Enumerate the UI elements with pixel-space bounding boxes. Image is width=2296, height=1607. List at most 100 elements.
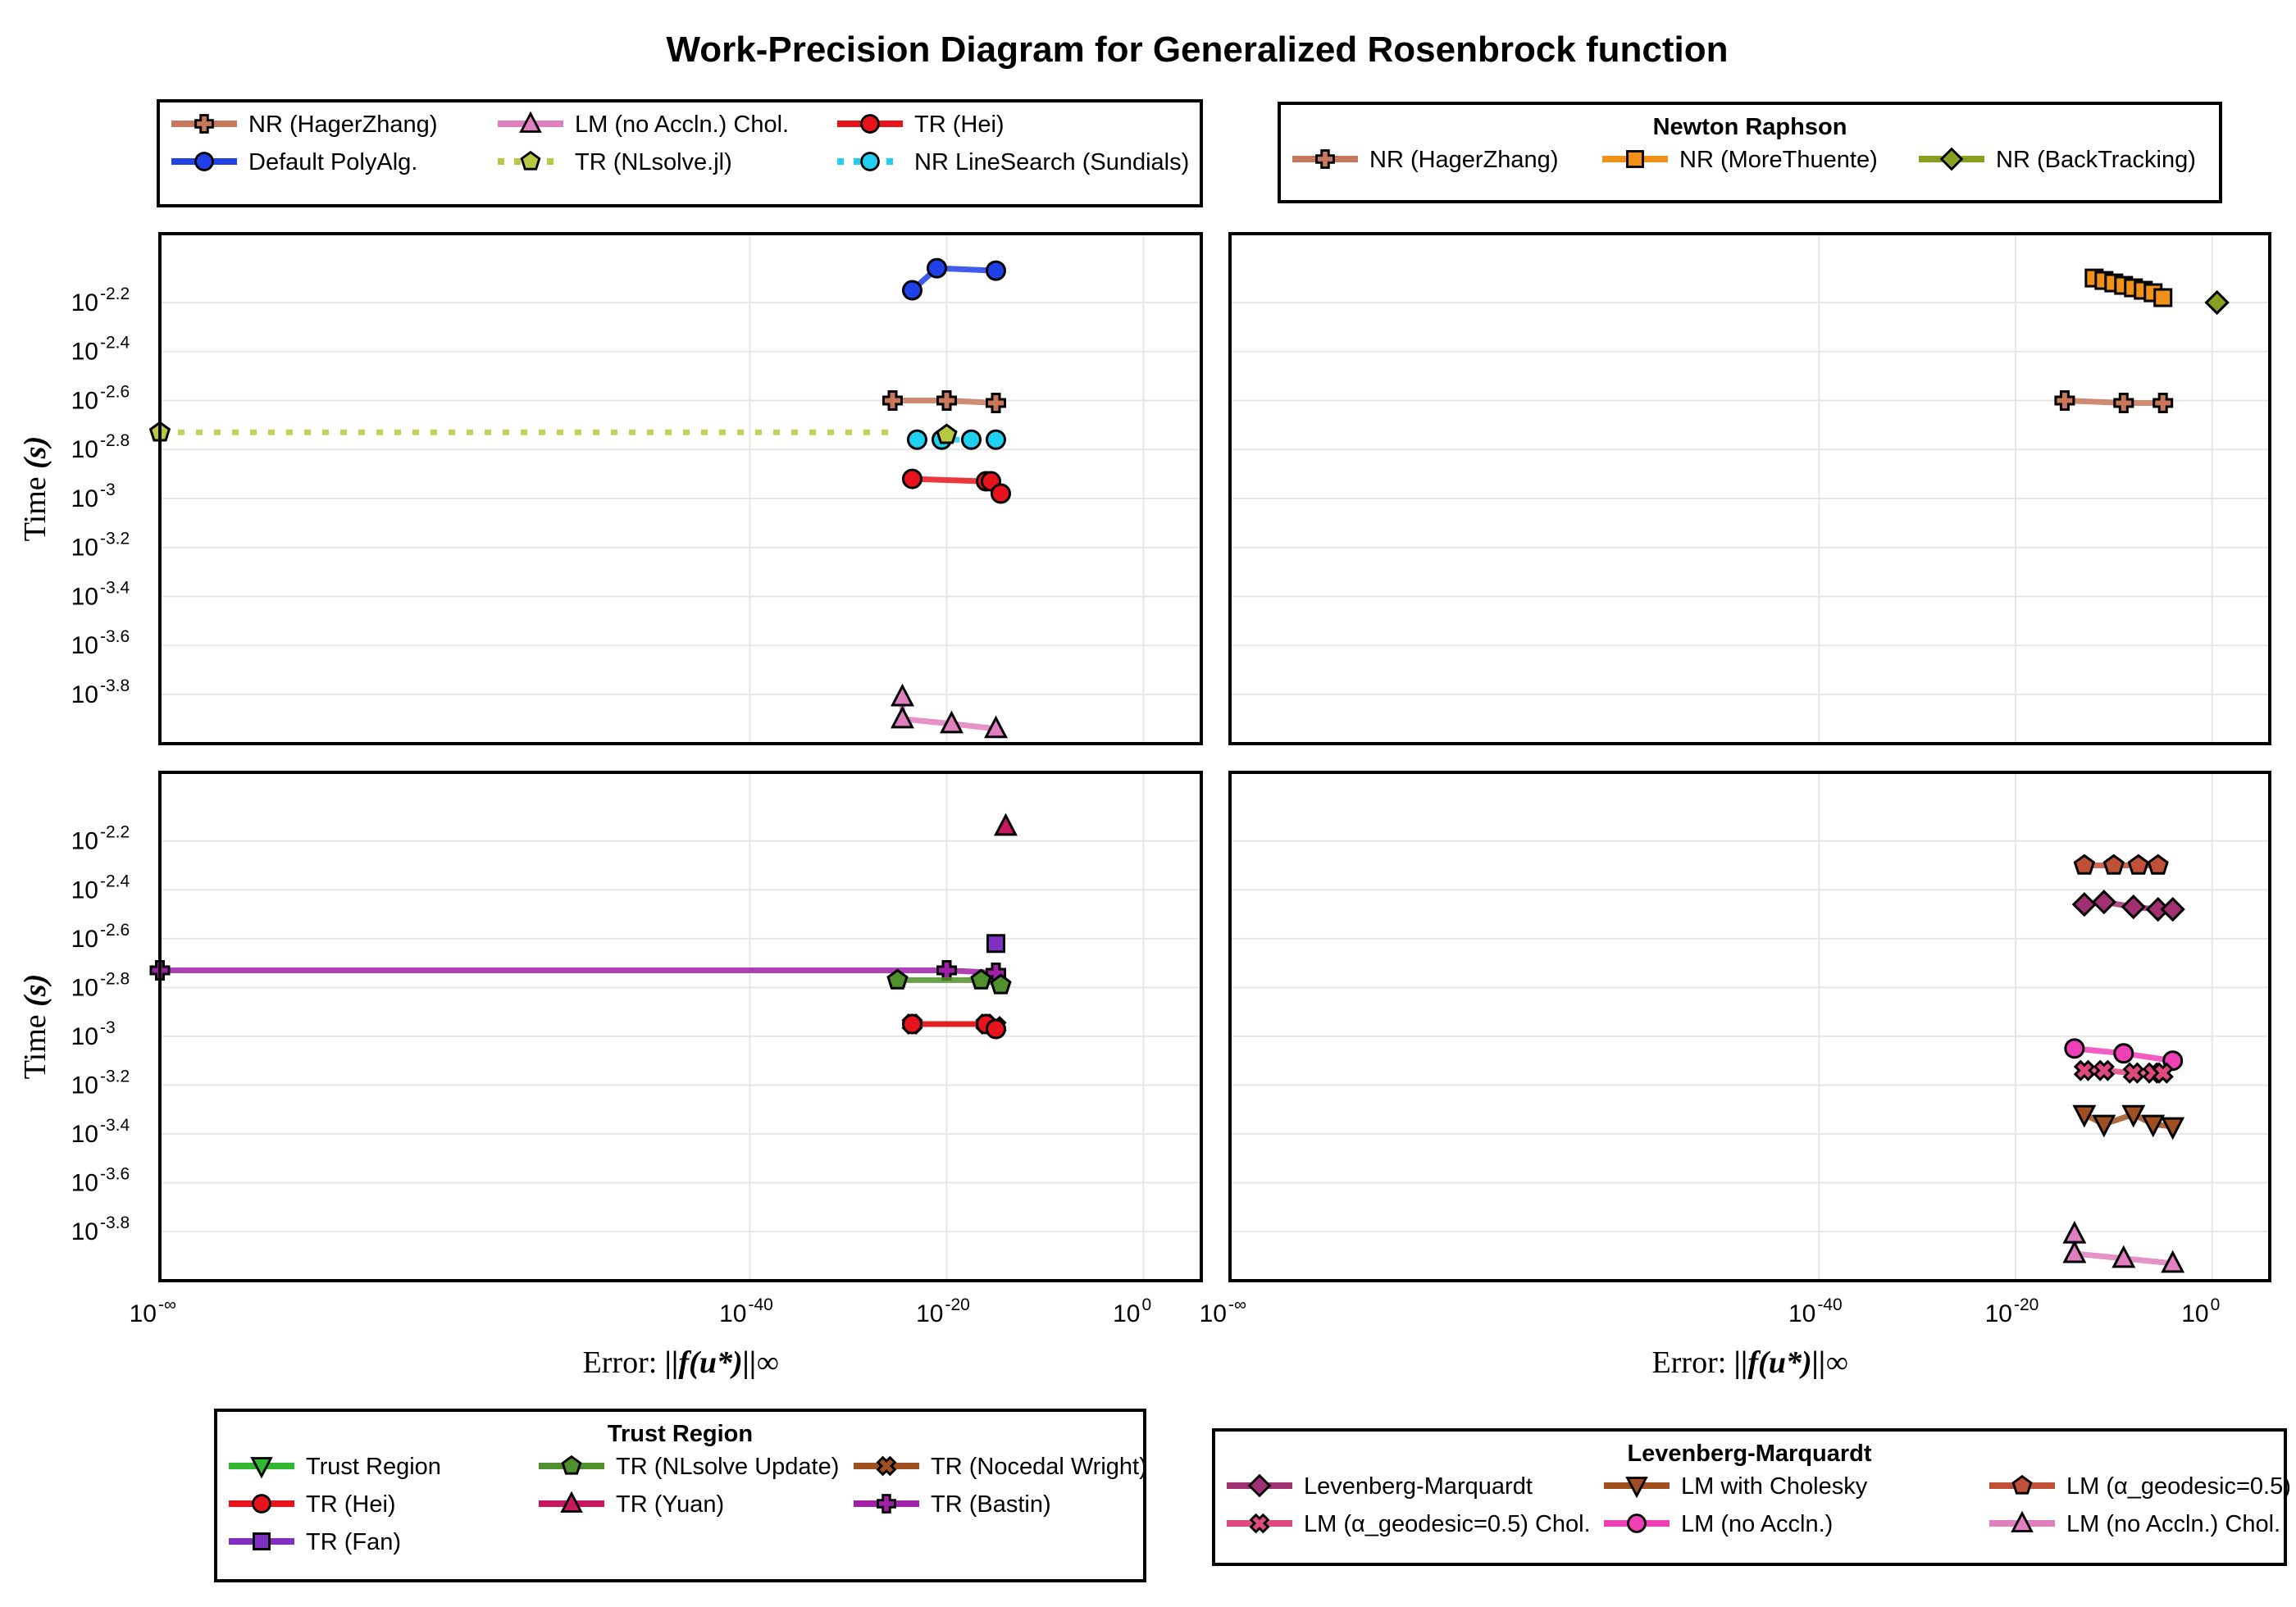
y-tick-exponent: -2.4 bbox=[100, 872, 130, 890]
series-nr-morethuente bbox=[2084, 268, 2173, 307]
series-lm-no-accln-chol bbox=[2062, 1220, 2185, 1273]
legend-entry-levenberg-marquardt: Levenberg-Marquardt bbox=[1227, 1473, 1533, 1500]
legend-marker bbox=[2011, 1474, 2033, 1495]
legend-marker bbox=[877, 1494, 896, 1514]
data-point bbox=[926, 257, 947, 279]
legend-label: NR (BackTracking) bbox=[1996, 147, 2196, 173]
data-point bbox=[901, 1013, 922, 1035]
data-point bbox=[2121, 894, 2146, 920]
legend-frame bbox=[214, 1409, 1146, 1582]
x-tick-label: 10 bbox=[1200, 1300, 1227, 1327]
data-point bbox=[2152, 1062, 2174, 1084]
data-point bbox=[990, 973, 1012, 995]
data-point bbox=[2152, 393, 2174, 413]
y-tick-exponent: -2.2 bbox=[100, 823, 130, 842]
y-tick-exponent: -2.4 bbox=[100, 334, 130, 353]
data-point bbox=[2062, 1220, 2087, 1244]
series-lm-geodesic-0-5-chol bbox=[2073, 1059, 2174, 1084]
series-line bbox=[160, 967, 996, 976]
y-tick-label: 10 bbox=[71, 876, 98, 904]
legend-marker bbox=[1315, 149, 1335, 169]
legend-label: LM (no Accln.) Chol. bbox=[2066, 1511, 2280, 1537]
legend-label: TR (Hei) bbox=[914, 112, 1004, 138]
x-axis-label: Error: ||f(u*)||∞ bbox=[1652, 1345, 1848, 1380]
y-tick-exponent: -2.8 bbox=[100, 431, 130, 450]
y-tick-exponent: -3.6 bbox=[100, 627, 130, 646]
y-tick-label: 10 bbox=[71, 926, 98, 953]
x-tick-exponent: -∞ bbox=[1228, 1295, 1246, 1314]
series-tr-yuan bbox=[994, 813, 1018, 836]
legend-marker bbox=[253, 1532, 271, 1550]
data-point bbox=[960, 429, 982, 450]
data-point bbox=[2160, 896, 2185, 922]
series-nr-hagerzhang bbox=[882, 390, 1006, 413]
panel-3: 10 -2.210 -2.410 -2.610 -2.810 -310 -3.210 -3.4… bbox=[18, 771, 1203, 1380]
legend-label: NR (MoreThuente) bbox=[1679, 147, 1878, 173]
legend-label: LM (no Accln.) bbox=[1681, 1511, 1833, 1537]
series-tr-bastin bbox=[149, 960, 1006, 983]
series-lm-geodesic-0-5 bbox=[2073, 854, 2169, 875]
y-tick-label: 10 bbox=[71, 1121, 98, 1148]
data-point bbox=[2062, 1240, 2087, 1263]
y-tick-exponent: -3.6 bbox=[100, 1165, 130, 1184]
legend-label: NR (HagerZhang) bbox=[248, 112, 437, 138]
legend-label: TR (Nocedal Wright) bbox=[931, 1454, 1147, 1480]
data-point bbox=[2102, 854, 2125, 875]
y-tick-label: 10 bbox=[71, 289, 98, 316]
data-point bbox=[2054, 390, 2075, 411]
legend-marker bbox=[2011, 1510, 2034, 1532]
legend-entry-tr-hei: TR (Hei) bbox=[229, 1491, 396, 1518]
y-tick-label: 10 bbox=[71, 485, 98, 512]
y-tick-label: 10 bbox=[71, 535, 98, 562]
legend-label: TR (Fan) bbox=[306, 1529, 401, 1555]
legend-marker bbox=[194, 114, 214, 134]
y-axis-label: Time (s) bbox=[18, 974, 52, 1079]
x-axis-label-math: ||f(u*)||∞ bbox=[665, 1345, 779, 1380]
panel-1: 10 -2.210 -2.410 -2.610 -2.810 -310 -3.210 -3.4… bbox=[18, 232, 1203, 745]
legend-marker bbox=[1939, 147, 1964, 171]
data-point bbox=[2093, 1059, 2115, 1081]
y-tick-exponent: -3.2 bbox=[100, 530, 130, 549]
panel-frame bbox=[158, 771, 1203, 1282]
series-nr-hagerzhang bbox=[2054, 390, 2174, 413]
data-point bbox=[2073, 1059, 2095, 1081]
data-point bbox=[936, 960, 957, 981]
series-tr-fan bbox=[986, 934, 1005, 954]
series-levenberg-marquardt bbox=[2071, 890, 2185, 922]
legend-entry-nr-morethuente: NR (MoreThuente) bbox=[1602, 147, 1878, 173]
data-point bbox=[936, 390, 957, 411]
data-point bbox=[2072, 1104, 2097, 1128]
data-point bbox=[906, 429, 927, 450]
data-point bbox=[2153, 288, 2173, 307]
data-point bbox=[994, 813, 1018, 836]
legend-entry-nr-hagerzhang: NR (HagerZhang) bbox=[171, 112, 437, 138]
legend-frame bbox=[1278, 102, 2222, 203]
legend-marker bbox=[860, 114, 880, 134]
y-tick-label: 10 bbox=[71, 1218, 98, 1245]
legend-entry-lm-no-accln-chol: LM (no Accln.) Chol. bbox=[1989, 1510, 2280, 1537]
legend-marker bbox=[561, 1454, 582, 1475]
legend-levenberg-marquardt: Levenberg-Marquardt Levenberg-Marquardt LM… bbox=[1212, 1428, 2291, 1566]
legend-label: Default PolyAlg. bbox=[248, 149, 417, 175]
y-tick-label: 10 bbox=[71, 1072, 98, 1099]
panel-frame bbox=[158, 232, 1203, 745]
y-axis-label-unit: (s) bbox=[18, 974, 52, 1007]
y-tick-label: 10 bbox=[71, 632, 98, 659]
series-lm-no-accln-chol bbox=[891, 683, 1008, 739]
y-tick-exponent: -3.4 bbox=[100, 1116, 130, 1135]
data-point bbox=[2161, 1250, 2185, 1273]
legend-marker bbox=[250, 1457, 273, 1479]
legend-marker bbox=[876, 1455, 897, 1477]
legend-title: Trust Region bbox=[608, 1421, 753, 1447]
y-tick-label: 10 bbox=[71, 1023, 98, 1050]
x-tick-exponent: -40 bbox=[1817, 1295, 1842, 1314]
legend-entry-lm-no-accln: LM (no Accln.) bbox=[1604, 1511, 1833, 1537]
series-tr-hei bbox=[901, 468, 1011, 504]
data-point bbox=[2121, 1104, 2146, 1128]
x-tick-label: 10 bbox=[2181, 1300, 2208, 1327]
data-point bbox=[901, 468, 922, 489]
x-axis-label-text: Error: bbox=[1652, 1345, 1734, 1380]
legend-entry-tr-nocedal-wright: TR (Nocedal Wright) bbox=[854, 1454, 1147, 1480]
x-tick-exponent: -20 bbox=[2014, 1295, 2039, 1314]
